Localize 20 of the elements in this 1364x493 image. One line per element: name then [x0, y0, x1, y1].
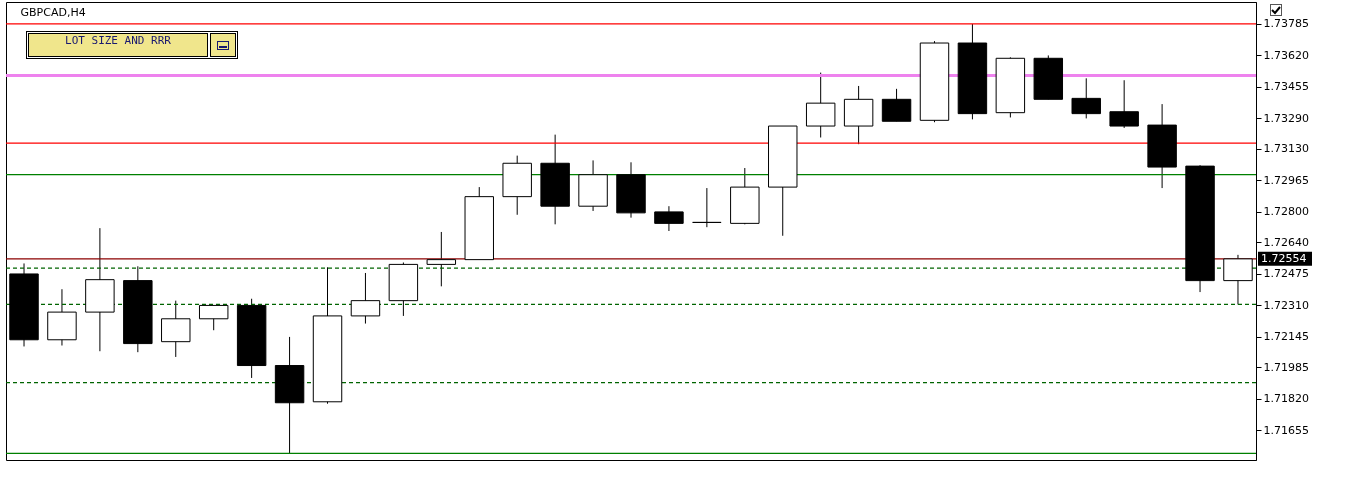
- ref-line-label: 1.72554: [1261, 251, 1307, 265]
- candlestick: [426, 231, 457, 287]
- y-tick-label: 1.72965: [1263, 173, 1309, 187]
- chart-title: GBPCAD,H4: [20, 6, 86, 19]
- y-tick-label: 1.72310: [1263, 298, 1309, 312]
- y-tick-label: 1.72800: [1263, 205, 1309, 219]
- annotation: LOT SIZE AND RRR: [28, 33, 208, 57]
- y-tick-label: 1.72145: [1263, 330, 1309, 344]
- y-tick-label: 1.73620: [1263, 48, 1309, 62]
- lot-size-button: LOT SIZE AND RRR: [26, 31, 238, 59]
- y-tick-label: 1.73290: [1263, 111, 1309, 125]
- y-tick-label: 1.71655: [1263, 423, 1309, 437]
- candlestick: [692, 187, 722, 228]
- y-tick-label: 1.72475: [1263, 267, 1309, 281]
- y-tick-label: 1.72640: [1263, 235, 1309, 249]
- y-tick-label: 1.73785: [1263, 17, 1309, 31]
- y-tick-label: 1.71985: [1263, 360, 1309, 374]
- y-tick-label: 1.71820: [1263, 392, 1309, 406]
- y-tick-label: 1.73130: [1263, 142, 1309, 156]
- y-tick-label: 1.73455: [1263, 80, 1309, 94]
